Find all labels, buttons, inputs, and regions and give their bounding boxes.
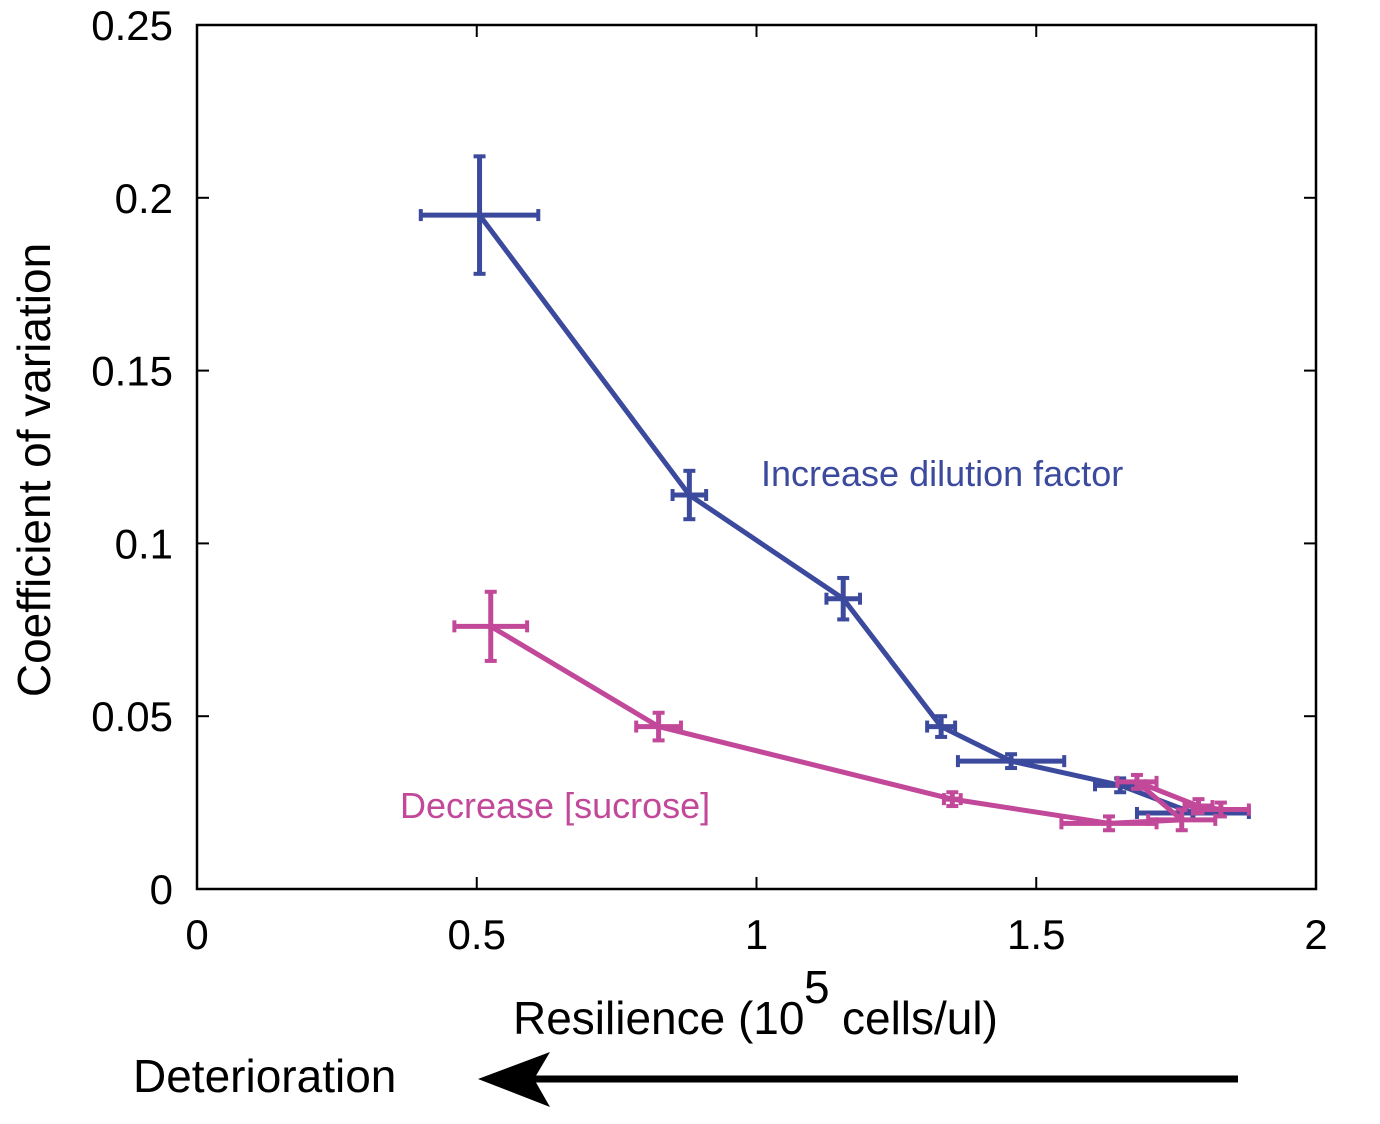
deterioration-arrow-head bbox=[478, 1052, 550, 1107]
data-point bbox=[938, 723, 945, 730]
y-tick-label: 0 bbox=[150, 866, 173, 913]
data-point bbox=[655, 723, 662, 730]
series-line bbox=[477, 213, 1194, 816]
data-point bbox=[476, 212, 483, 219]
data-point bbox=[1105, 820, 1112, 827]
series-layer bbox=[418, 154, 1251, 833]
data-point bbox=[840, 595, 847, 602]
data-point bbox=[686, 492, 693, 499]
y-tick-label: 0.15 bbox=[91, 348, 173, 395]
data-point bbox=[487, 623, 494, 630]
x-tick-label: 1 bbox=[745, 911, 768, 958]
y-tick-label: 0.25 bbox=[91, 2, 173, 49]
y-axis-title: Coefficient of variation bbox=[8, 243, 60, 697]
data-point bbox=[1217, 806, 1224, 813]
x-tick-label: 0.5 bbox=[448, 911, 506, 958]
y-tick-label: 0.05 bbox=[91, 693, 173, 740]
y-tick-label: 0.2 bbox=[115, 175, 173, 222]
x-axis-title-suffix: cells/ul) bbox=[842, 992, 998, 1044]
y-tick-labels: 0 0.05 0.1 0.15 0.2 0.25 bbox=[91, 2, 173, 913]
data-point bbox=[1133, 778, 1140, 785]
y-tick-label: 0.1 bbox=[115, 520, 173, 567]
series-1 bbox=[452, 589, 1251, 833]
deterioration-label: Deterioration bbox=[133, 1050, 396, 1102]
annotation-decrease: Decrease [sucrose] bbox=[400, 785, 710, 826]
x-tick-label: 1.5 bbox=[1007, 911, 1065, 958]
x-axis-title-exponent: 5 bbox=[804, 961, 830, 1013]
x-tick-labels: 0 0.5 1 1.5 2 bbox=[185, 911, 1327, 958]
data-point bbox=[949, 796, 956, 803]
plot-frame bbox=[195, 23, 1318, 891]
tick-marks bbox=[196, 24, 1317, 890]
x-tick-label: 2 bbox=[1304, 911, 1327, 958]
x-axis-title: Resilience (10 bbox=[513, 992, 804, 1044]
annotation-increase: Increase dilution factor bbox=[761, 453, 1123, 494]
x-tick-label: 0 bbox=[185, 911, 208, 958]
data-point bbox=[1008, 758, 1015, 765]
data-point bbox=[1178, 816, 1185, 823]
